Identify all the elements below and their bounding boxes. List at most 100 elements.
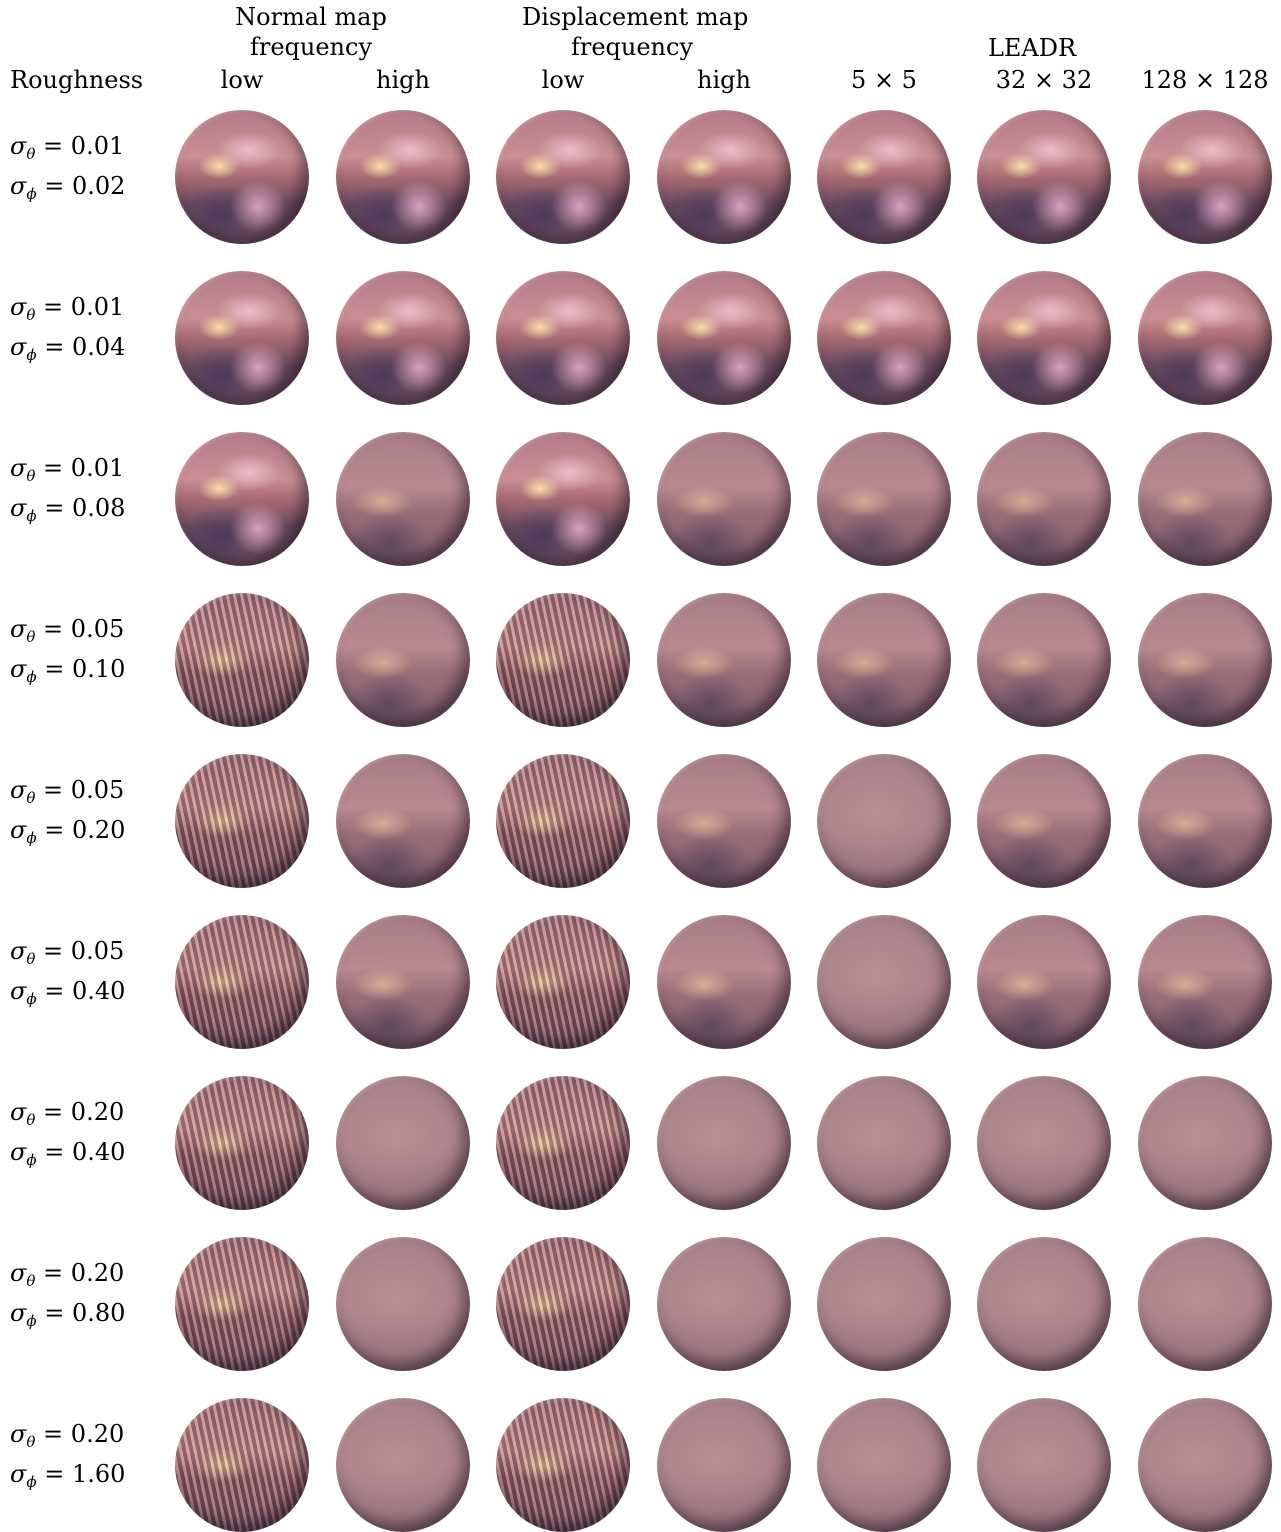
sphere-render-leadr-128x128: [1138, 593, 1272, 727]
roughness-label: σθ = 0.20 σϕ = 0.80: [10, 1257, 125, 1337]
sphere-render-normal-low: [175, 1237, 309, 1371]
sigma-theta-value: 0.20: [70, 1259, 125, 1287]
sigma-phi-label: σϕ = 0.02: [10, 172, 126, 203]
sphere-render-normal-high: [336, 1076, 470, 1210]
normal-map-title-line1: Normal map: [235, 3, 387, 31]
sphere-render-normal-high: [336, 271, 470, 405]
sigma-phi-value: 0.40: [72, 1138, 126, 1166]
sigma-phi-value: 1.60: [72, 1460, 126, 1488]
sphere-render-normal-high: [336, 754, 470, 888]
sphere-render-displacement-low: [496, 271, 630, 405]
sphere-render-normal-high: [336, 1398, 470, 1532]
sigma-phi-value: 0.02: [72, 172, 126, 200]
displacement-map-group-title: Displacement map frequency: [522, 2, 749, 62]
sphere-render-leadr-5x5: [817, 593, 951, 727]
sphere-render-leadr-5x5: [817, 1398, 951, 1532]
sphere-render-leadr-32x32: [977, 754, 1111, 888]
sphere-render-displacement-high: [657, 1398, 791, 1532]
sigma-theta-label: σθ = 0.05: [10, 615, 125, 646]
normal-high-header: high: [376, 66, 430, 94]
roughness-label: σθ = 0.20 σϕ = 1.60: [10, 1418, 125, 1498]
sphere-render-displacement-high: [657, 432, 791, 566]
sphere-render-normal-low: [175, 432, 309, 566]
sphere-render-leadr-32x32: [977, 432, 1111, 566]
sphere-render-normal-low: [175, 271, 309, 405]
sphere-render-displacement-low: [496, 110, 630, 244]
sphere-render-normal-high: [336, 1237, 470, 1371]
sphere-render-displacement-low: [496, 1076, 630, 1210]
sphere-render-leadr-5x5: [817, 1237, 951, 1371]
sigma-phi-label: σϕ = 0.04: [10, 333, 126, 364]
sphere-render-leadr-128x128: [1138, 432, 1272, 566]
sphere-render-leadr-5x5: [817, 432, 951, 566]
sigma-phi-value: 0.10: [72, 655, 126, 683]
sigma-phi-label: σϕ = 0.80: [10, 1299, 126, 1330]
sphere-render-displacement-high: [657, 915, 791, 1049]
sigma-theta-value: 0.01: [70, 293, 125, 321]
sphere-render-leadr-32x32: [977, 1398, 1111, 1532]
sigma-phi-value: 0.08: [72, 494, 126, 522]
displacement-map-title-line2: frequency: [570, 33, 694, 61]
sphere-render-normal-low: [175, 1076, 309, 1210]
sigma-phi-value: 0.04: [72, 333, 126, 361]
roughness-label: σθ = 0.05 σϕ = 0.40: [10, 935, 125, 1015]
sphere-render-normal-low: [175, 593, 309, 727]
sigma-phi-label: σϕ = 0.40: [10, 977, 126, 1008]
sigma-theta-value: 0.05: [70, 937, 125, 965]
sigma-theta-label: σθ = 0.05: [10, 937, 125, 968]
sigma-phi-value: 0.40: [72, 977, 126, 1005]
sphere-render-leadr-128x128: [1138, 1237, 1272, 1371]
sphere-render-leadr-32x32: [977, 1076, 1111, 1210]
sphere-render-displacement-high: [657, 1237, 791, 1371]
sphere-render-normal-low: [175, 110, 309, 244]
sphere-render-leadr-5x5: [817, 754, 951, 888]
sphere-render-leadr-128x128: [1138, 271, 1272, 405]
normal-map-title-line2: frequency: [249, 33, 373, 61]
sphere-render-displacement-high: [657, 754, 791, 888]
sphere-render-normal-low: [175, 754, 309, 888]
roughness-label: σθ = 0.05 σϕ = 0.20: [10, 774, 125, 854]
sigma-theta-value: 0.20: [70, 1098, 125, 1126]
sigma-phi-label: σϕ = 0.20: [10, 816, 126, 847]
sigma-theta-value: 0.05: [70, 776, 125, 804]
normal-low-header: low: [220, 66, 264, 94]
sphere-render-normal-high: [336, 593, 470, 727]
sphere-render-displacement-low: [496, 1398, 630, 1532]
sigma-phi-value: 0.80: [72, 1299, 126, 1327]
sphere-render-leadr-32x32: [977, 110, 1111, 244]
sphere-render-leadr-32x32: [977, 271, 1111, 405]
sigma-theta-value: 0.01: [70, 132, 125, 160]
sphere-render-leadr-128x128: [1138, 1076, 1272, 1210]
sigma-phi-label: σϕ = 0.08: [10, 494, 126, 525]
sphere-render-displacement-high: [657, 110, 791, 244]
sphere-render-leadr-5x5: [817, 271, 951, 405]
sigma-theta-value: 0.01: [70, 454, 125, 482]
sigma-phi-label: σϕ = 1.60: [10, 1460, 126, 1491]
sigma-theta-value: 0.20: [70, 1420, 125, 1448]
leadr-128x128-header: 128 × 128: [1141, 66, 1269, 94]
sphere-render-normal-high: [336, 432, 470, 566]
sigma-theta-label: σθ = 0.20: [10, 1259, 125, 1290]
sphere-render-displacement-low: [496, 593, 630, 727]
roughness-label: σθ = 0.05 σϕ = 0.10: [10, 613, 125, 693]
sphere-render-displacement-low: [496, 1237, 630, 1371]
roughness-header: Roughness: [10, 66, 144, 94]
sphere-render-leadr-5x5: [817, 110, 951, 244]
sphere-render-leadr-32x32: [977, 915, 1111, 1049]
roughness-label: σθ = 0.01 σϕ = 0.08: [10, 452, 125, 532]
displacement-map-title-line1: Displacement map: [522, 3, 749, 31]
sphere-render-normal-low: [175, 915, 309, 1049]
displacement-low-header: low: [541, 66, 585, 94]
sphere-render-normal-low: [175, 1398, 309, 1532]
roughness-label: σθ = 0.20 σϕ = 0.40: [10, 1096, 125, 1176]
sphere-render-displacement-high: [657, 271, 791, 405]
sigma-phi-label: σϕ = 0.40: [10, 1138, 126, 1169]
leadr-32x32-header: 32 × 32: [995, 66, 1093, 94]
sigma-phi-label: σϕ = 0.10: [10, 655, 126, 686]
sphere-render-leadr-128x128: [1138, 110, 1272, 244]
displacement-high-header: high: [697, 66, 751, 94]
sphere-render-leadr-128x128: [1138, 915, 1272, 1049]
sphere-render-leadr-32x32: [977, 593, 1111, 727]
sphere-render-normal-high: [336, 110, 470, 244]
leadr-5x5-header: 5 × 5: [851, 66, 917, 94]
